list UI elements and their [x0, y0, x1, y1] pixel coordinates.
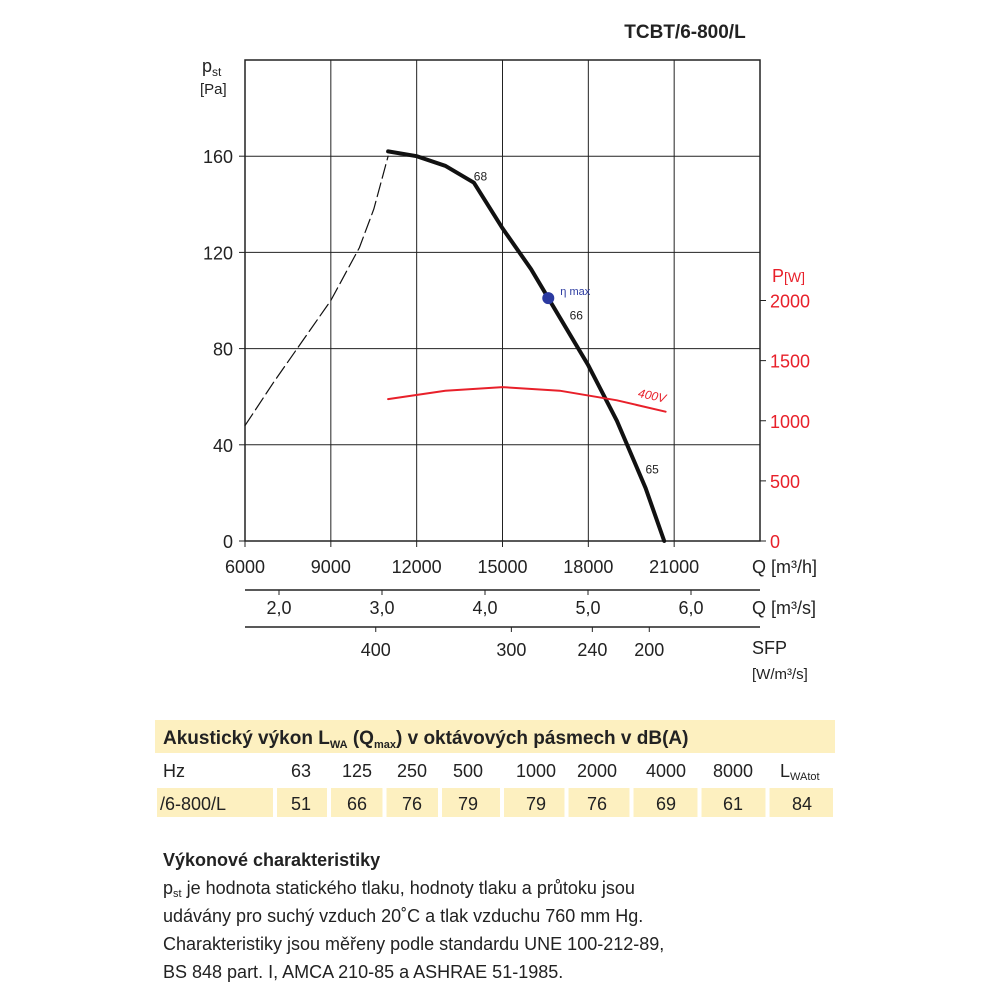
table-header-part: L [780, 761, 790, 781]
notes-line: Charakteristiky jsou měřeny podle standa… [163, 934, 664, 954]
table-cell-text: 79 [458, 794, 478, 814]
annotation: 400V [637, 386, 668, 406]
y-tick-label: 80 [213, 340, 233, 360]
x2-tick-label: 5,0 [575, 598, 600, 618]
table-title-band [155, 720, 835, 753]
annotation: 66 [570, 309, 584, 323]
y2-tick-label: 1500 [770, 352, 810, 372]
x-tick-label: 21000 [649, 557, 699, 577]
x3-tick-label: 240 [577, 640, 607, 660]
table-cell-text: 61 [723, 794, 743, 814]
x3-axis-label: SFP [752, 638, 787, 658]
y-tick-label: 40 [213, 436, 233, 456]
x2-tick-label: 2,0 [266, 598, 291, 618]
x-tick-label: 6000 [225, 557, 265, 577]
table-header: 250 [397, 761, 427, 781]
notes-part: je hodnota statického tlaku, hodnoty tla… [182, 878, 635, 898]
table-cell [701, 788, 766, 817]
table-cell-text: 66 [347, 794, 367, 814]
y-axis-unit: [Pa] [200, 81, 227, 98]
y2-tick-label: 2000 [770, 292, 810, 312]
y2-label-unit: [W] [784, 269, 805, 285]
table-cell [568, 788, 630, 817]
notes-line: udávány pro suchý vzduch 20˚C a tlak vzd… [163, 906, 643, 926]
eta-max-label: η max [560, 286, 590, 298]
table-cell-text: 76 [402, 794, 422, 814]
y2-label-main: P [772, 266, 784, 286]
notes-part: p [163, 878, 173, 898]
series-line [386, 149, 667, 543]
x-axis-label: Q [m³/h] [752, 557, 817, 577]
table-header: 2000 [577, 761, 617, 781]
table-header: 4000 [646, 761, 686, 781]
x-tick-label: 12000 [392, 557, 442, 577]
y-tick-label: 160 [203, 147, 233, 167]
table-header: Hz [163, 761, 185, 781]
table-title-part: Akustický výkon L [163, 728, 330, 749]
table-cell [442, 788, 500, 817]
series-line [387, 386, 667, 413]
table-header-part: WAtot [790, 771, 820, 783]
table-header: 125 [342, 761, 372, 781]
notes-line: BS 848 part. I, AMCA 210-85 a ASHRAE 51-… [163, 962, 563, 982]
x3-tick-label: 300 [496, 640, 526, 660]
table-cell [633, 788, 698, 817]
x2-axis-label: Q [m³/s] [752, 598, 816, 618]
table-header: 1000 [516, 761, 556, 781]
table-title-part: WA [330, 739, 348, 751]
table-cell-text: 51 [291, 794, 311, 814]
y-tick-label: 120 [203, 243, 233, 263]
x-tick-label: 9000 [311, 557, 351, 577]
x2-tick-label: 4,0 [472, 598, 497, 618]
notes-part: st [173, 888, 182, 900]
x3-tick-label: 400 [361, 640, 391, 660]
table-header: LWAtot [780, 761, 820, 783]
y-label-sub: st [212, 65, 222, 79]
y2-tick-label: 0 [770, 532, 780, 552]
table-title-part: ) v oktávových pásmech v dB(A) [396, 728, 688, 749]
y-label-main: p [202, 56, 212, 76]
table-header: 500 [453, 761, 483, 781]
x3-tick-label: 200 [634, 640, 664, 660]
y-axis-label: pst [202, 56, 222, 79]
y2-tick-label: 500 [770, 472, 800, 492]
table-title-part: max [374, 739, 397, 751]
chart-title: TCBT/6-800/L [624, 22, 746, 43]
y2-tick-label: 1000 [770, 412, 810, 432]
x2-tick-label: 3,0 [369, 598, 394, 618]
annotation: 65 [645, 463, 659, 477]
notes-heading: Výkonové charakteristiky [163, 850, 380, 870]
table-cell [331, 788, 383, 817]
table-cell-text: 79 [526, 794, 546, 814]
eta-max-point [542, 292, 555, 305]
table-header: 63 [291, 761, 311, 781]
x2-tick-label: 6,0 [678, 598, 703, 618]
x3-axis-unit: [W/m³/s] [752, 666, 808, 683]
x-tick-label: 18000 [563, 557, 613, 577]
table-cell-text: /6-800/L [160, 794, 226, 814]
table-cell [386, 788, 438, 817]
notes-line: pst je hodnota statického tlaku, hodnoty… [163, 878, 635, 900]
annotation: 68 [474, 169, 488, 183]
y-tick-label: 0 [223, 532, 233, 552]
table-cell [157, 788, 273, 817]
table-cell [769, 788, 833, 817]
table-cell-text: 84 [792, 794, 812, 814]
table-header: 8000 [713, 761, 753, 781]
table-title-part: (Q [348, 728, 374, 749]
table-cell-text: 69 [656, 794, 676, 814]
x-tick-label: 15000 [477, 557, 527, 577]
table-cell-text: 76 [587, 794, 607, 814]
table-title: Akustický výkon LWA (Qmax) v oktávových … [163, 728, 688, 751]
series-line [244, 155, 389, 427]
table-cell [504, 788, 565, 817]
y2-axis-label: P[W] [772, 266, 805, 286]
table-cell [277, 788, 327, 817]
